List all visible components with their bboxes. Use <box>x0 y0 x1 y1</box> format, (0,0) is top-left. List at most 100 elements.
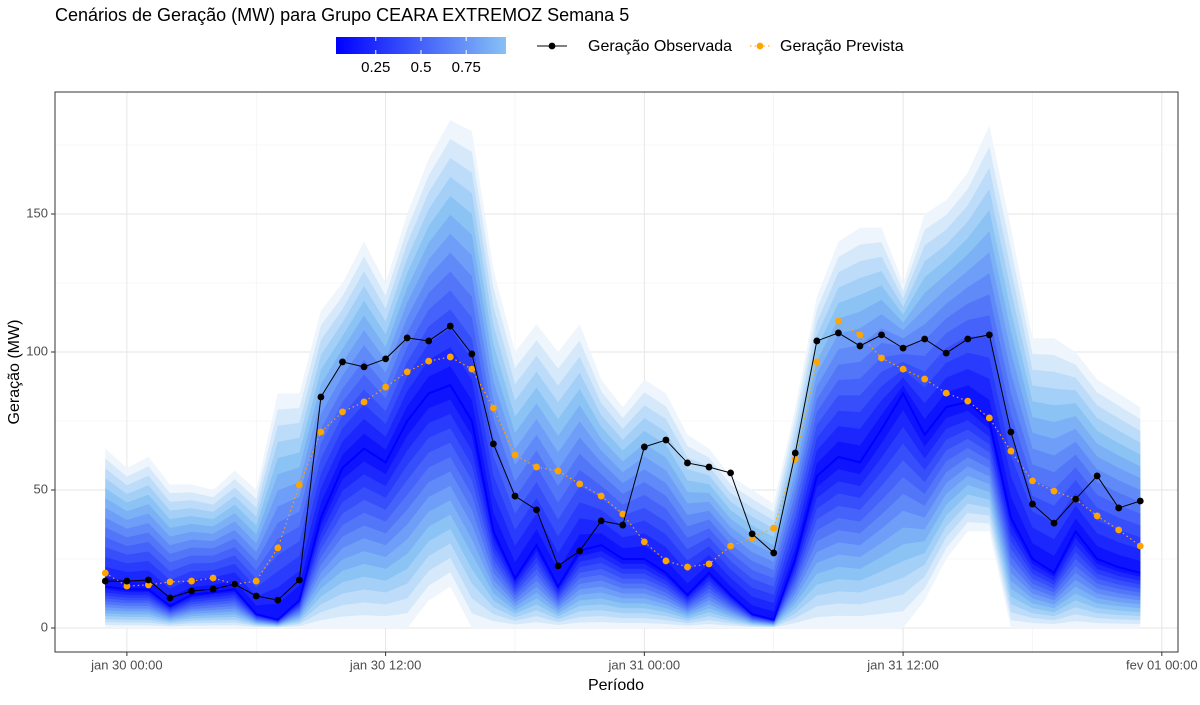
x-axis-label: Período <box>588 677 644 694</box>
data-point <box>705 560 713 568</box>
data-point <box>360 398 368 406</box>
data-point <box>662 436 670 444</box>
data-point <box>252 577 260 585</box>
data-point <box>1007 447 1015 455</box>
data-point <box>166 594 174 602</box>
y-tick-label: 150 <box>26 205 48 220</box>
data-point <box>209 574 217 582</box>
data-point <box>1072 495 1079 503</box>
data-point <box>1050 519 1058 527</box>
data-point <box>942 349 950 357</box>
data-point <box>317 428 325 436</box>
data-point <box>295 481 303 489</box>
data-point <box>490 404 497 412</box>
data-point <box>295 576 303 584</box>
data-point <box>1093 472 1101 480</box>
data-point <box>705 463 713 471</box>
y-tick-label: 50 <box>34 481 48 496</box>
data-point <box>425 337 433 345</box>
y-axis-label: Geração (MW) <box>6 320 23 425</box>
data-point <box>1115 526 1123 534</box>
data-point <box>511 492 519 500</box>
x-tick-label: jan 31 00:00 <box>608 657 681 672</box>
data-point <box>554 467 562 475</box>
data-point <box>985 331 993 339</box>
data-point <box>252 592 260 600</box>
data-point <box>813 358 821 366</box>
data-point <box>748 530 756 538</box>
data-point <box>468 365 476 373</box>
data-point <box>145 576 152 584</box>
data-point <box>921 375 929 383</box>
data-point <box>942 389 950 397</box>
data-point <box>403 368 411 376</box>
plot-border <box>54 91 1179 653</box>
data-point <box>899 344 907 352</box>
data-point <box>813 337 821 345</box>
data-point <box>317 393 325 401</box>
data-point <box>1029 477 1036 485</box>
data-point <box>576 480 584 488</box>
data-point <box>640 443 648 451</box>
data-point <box>597 492 605 500</box>
chart-title: Cenários de Geração (MW) para Grupo CEAR… <box>55 5 629 25</box>
y-tick-label: 0 <box>41 619 48 634</box>
data-point <box>274 596 282 604</box>
data-point <box>985 414 993 422</box>
data-point <box>511 451 519 459</box>
data-point <box>339 358 346 366</box>
data-point <box>446 353 454 361</box>
legend-marker <box>548 42 556 50</box>
data-point <box>360 363 368 371</box>
data-point <box>1115 504 1123 512</box>
data-point <box>145 581 152 589</box>
legend-label: Geração Observada <box>588 38 732 55</box>
x-tick-label: jan 30 12:00 <box>349 657 422 672</box>
data-point <box>339 408 346 416</box>
data-point <box>619 510 627 518</box>
legend-label: Geração Prevista <box>780 38 904 55</box>
data-point <box>1007 428 1015 436</box>
data-point <box>1093 512 1101 520</box>
data-point <box>835 317 842 325</box>
data-point <box>101 569 109 577</box>
data-point <box>597 517 605 525</box>
x-tick-label: jan 31 12:00 <box>866 657 939 672</box>
data-point <box>899 365 907 373</box>
data-point <box>770 524 778 532</box>
data-point <box>446 322 454 330</box>
data-point <box>490 440 497 448</box>
data-point <box>576 547 584 555</box>
y-tick-label: 100 <box>26 343 48 358</box>
data-point <box>684 563 691 571</box>
data-point <box>856 331 864 339</box>
colorbar-tick-label: 0.25 <box>361 59 390 76</box>
colorbar <box>336 37 506 54</box>
data-point <box>123 582 131 590</box>
data-point <box>231 580 239 588</box>
data-point <box>878 331 885 339</box>
data-point <box>727 469 734 477</box>
data-point <box>1029 500 1036 508</box>
data-point <box>727 542 734 550</box>
data-point <box>964 335 972 343</box>
data-point <box>640 538 648 546</box>
x-tick-label: jan 30 00:00 <box>90 657 163 672</box>
legend-marker <box>756 42 764 50</box>
data-point <box>166 578 174 586</box>
x-tick-label: fev 01 00:00 <box>1126 657 1198 672</box>
data-point <box>1136 542 1144 550</box>
data-point <box>188 587 195 595</box>
data-point <box>274 544 282 552</box>
data-point <box>101 577 109 585</box>
data-point <box>878 354 885 362</box>
colorbar-tick-label: 0.5 <box>411 59 432 76</box>
data-point <box>835 329 842 337</box>
data-point <box>209 585 217 593</box>
data-point <box>791 449 799 457</box>
data-point <box>619 521 627 529</box>
data-point <box>533 463 540 471</box>
data-point <box>1050 487 1058 495</box>
data-point <box>403 334 411 342</box>
